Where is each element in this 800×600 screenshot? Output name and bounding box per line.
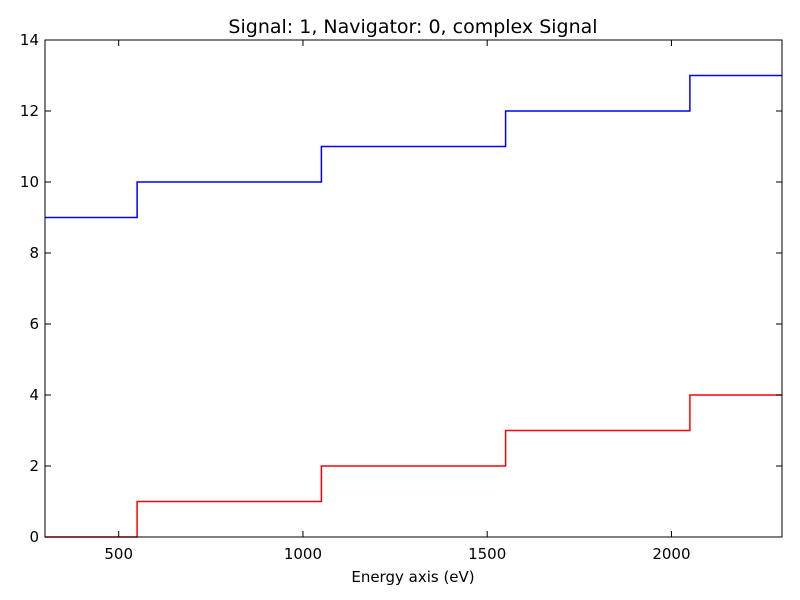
y-tick-label: 4 xyxy=(29,386,39,404)
x-tick-label: 500 xyxy=(104,545,133,563)
y-tick-label: 12 xyxy=(20,102,39,120)
y-tick-label: 6 xyxy=(29,315,39,333)
y-tick-label: 2 xyxy=(29,457,39,475)
plot-frame xyxy=(44,39,783,538)
tick-layer: 500 1000 1500 2000 0 2 4 6 8 10 12 14 xyxy=(20,31,782,563)
y-tick-label: 8 xyxy=(29,244,39,262)
y-tick-label: 10 xyxy=(20,173,39,191)
series-2-line xyxy=(45,394,782,538)
x-tick-label: 1500 xyxy=(468,545,506,563)
x-tick-label: 1000 xyxy=(284,545,322,563)
series-1-line xyxy=(45,74,782,219)
x-tick-label: 2000 xyxy=(652,545,690,563)
plot-area xyxy=(45,40,782,537)
y-tick-label: 14 xyxy=(20,31,39,49)
x-axis-label: Energy axis (eV) xyxy=(351,568,474,586)
series-layer xyxy=(45,74,782,538)
chart-title: Signal: 1, Navigator: 0, complex Signal xyxy=(228,16,597,38)
y-tick-label: 0 xyxy=(29,528,39,546)
